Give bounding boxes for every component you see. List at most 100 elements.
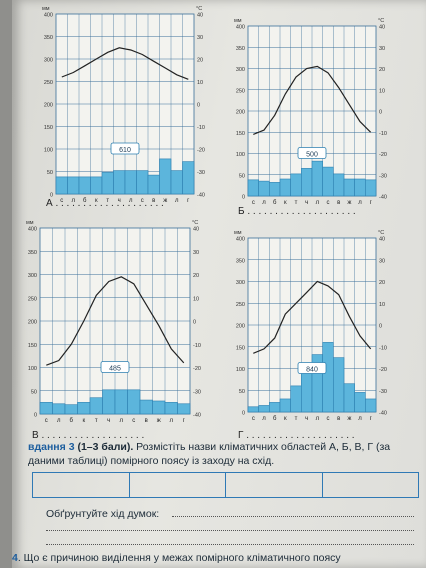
precip-bar <box>333 357 345 413</box>
precip-bar <box>311 160 323 197</box>
right-tick: -30 <box>197 170 205 176</box>
month-label: л <box>358 416 362 422</box>
answer-cell-1[interactable] <box>33 473 130 497</box>
precip-bar <box>322 342 334 413</box>
right-tick: 0 <box>193 320 196 326</box>
month-label: с <box>327 416 330 422</box>
temperature-line <box>253 280 372 354</box>
answer-line-3[interactable] <box>46 544 414 545</box>
right-tick: 40 <box>379 25 385 31</box>
precip-bar <box>177 403 191 415</box>
answer-cell-4[interactable] <box>323 473 419 497</box>
unit-mm: мм <box>26 220 34 226</box>
precip-bar <box>102 389 116 415</box>
precip-bar <box>124 170 137 195</box>
precip-bar <box>354 178 366 197</box>
unit-c: °C <box>192 220 198 226</box>
caption-d: Г . . . . . . . . . . . . . . . . . . . … <box>238 430 355 441</box>
left-tick: 350 <box>44 35 53 41</box>
precip-bar <box>290 173 302 197</box>
answer-cell-2[interactable] <box>130 473 226 497</box>
temperature-line <box>253 65 372 135</box>
right-tick: 30 <box>379 258 385 264</box>
left-tick: 350 <box>236 258 245 264</box>
workbook-page: 610 400 350 300 250 200 150 100 50 0 40 30 20 10 0 -10-… <box>12 0 426 568</box>
month-label: с <box>327 200 330 206</box>
month-label: л <box>316 200 320 206</box>
right-tick: 20 <box>379 67 385 73</box>
precip-bar <box>90 176 103 195</box>
precip-bar <box>182 161 195 195</box>
answer-table[interactable] <box>32 472 419 498</box>
chart-B: 500400350300250200150100500403020100-10-… <box>234 18 387 206</box>
precip-bar <box>77 402 91 415</box>
month-label: с <box>252 416 255 422</box>
month-label: л <box>262 416 266 422</box>
precip-bar <box>365 179 377 197</box>
total-label-box <box>110 142 140 155</box>
month-label: ж <box>157 418 161 424</box>
right-tick: 40 <box>197 13 203 19</box>
temperature-line <box>46 276 185 366</box>
left-tick: 100 <box>44 148 53 154</box>
right-tick: 0 <box>197 103 200 109</box>
month-label: с <box>141 198 144 204</box>
left-tick: 200 <box>44 103 53 109</box>
right-tick: 10 <box>193 296 199 302</box>
left-tick: 150 <box>44 125 53 131</box>
precip-bar <box>290 385 302 413</box>
precip-bar <box>354 392 366 413</box>
month-label: б <box>70 418 74 424</box>
precip-bar <box>279 398 291 413</box>
left-tick: 150 <box>28 343 37 349</box>
precip-bar <box>269 402 281 413</box>
left-tick: 50 <box>239 173 245 179</box>
month-label: ж <box>347 416 351 422</box>
answer-line-1[interactable] <box>172 516 414 517</box>
left-tick: 0 <box>50 193 53 199</box>
right-tick: -10 <box>379 131 387 137</box>
right-tick: 30 <box>193 250 199 256</box>
month-label: л <box>129 198 133 204</box>
precip-bar <box>101 172 114 195</box>
month-label: л <box>316 416 320 422</box>
answer-cell-3[interactable] <box>226 473 323 497</box>
total-label-box <box>297 147 327 159</box>
month-label: б <box>83 198 87 204</box>
month-label: ч <box>305 200 308 206</box>
unit-c: °C <box>378 230 384 236</box>
month-label: б <box>273 200 277 206</box>
right-tick: -10 <box>197 125 205 131</box>
month-label: с <box>60 198 63 204</box>
precip-bar <box>159 158 172 195</box>
month-label: в <box>145 418 148 424</box>
precip-bar <box>114 389 128 415</box>
left-tick: 0 <box>242 195 245 201</box>
right-tick: 10 <box>379 88 385 94</box>
task-text: Розмістіть назви кліматичних областей А,… <box>28 441 391 467</box>
precip-bar <box>343 383 355 413</box>
task-number: вдання 3 <box>28 441 75 453</box>
precip-bar <box>258 405 270 413</box>
month-label: г <box>370 416 373 422</box>
month-label: в <box>337 416 340 422</box>
chart-A: 610400350300250200150100500403020100-10-… <box>42 6 205 204</box>
left-tick: 300 <box>236 67 245 73</box>
task-4-body: . Що є причиною виділення у межах помірн… <box>17 552 341 564</box>
month-label: к <box>284 416 287 422</box>
precip-bar <box>136 170 149 195</box>
left-tick: 0 <box>34 413 37 419</box>
task-points: (1–3 бали). <box>77 441 134 453</box>
month-label: т <box>106 198 109 204</box>
answer-line-2[interactable] <box>46 530 414 531</box>
total-label: 610 <box>119 147 131 154</box>
month-label: т <box>95 418 98 424</box>
precip-bar <box>170 170 183 195</box>
precip-bar <box>279 178 291 197</box>
month-label: ж <box>347 200 351 206</box>
month-label: с <box>252 200 255 206</box>
right-tick: 30 <box>379 46 385 52</box>
precip-bar <box>247 406 259 413</box>
left-tick: 150 <box>236 131 245 137</box>
right-tick: 20 <box>197 58 203 64</box>
